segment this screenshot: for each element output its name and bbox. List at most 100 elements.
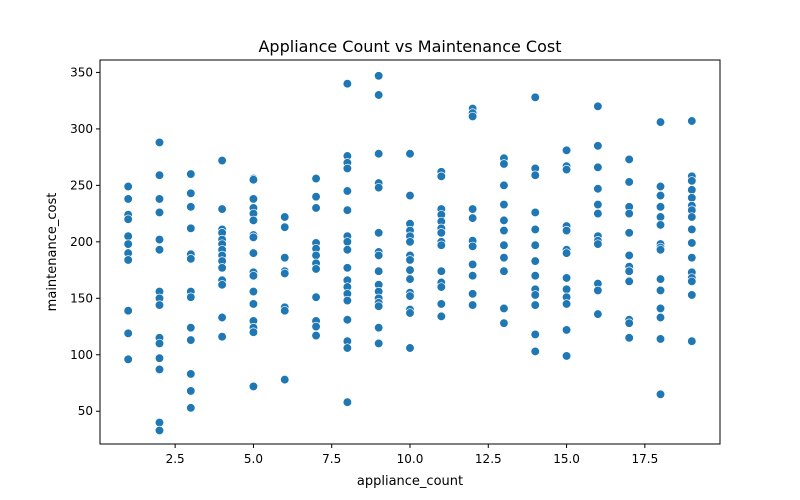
scatter-point-254 [687,290,697,300]
scatter-point-249 [687,238,697,248]
scatter-point-132 [405,265,415,275]
scatter-point-213 [624,154,634,165]
scatter-point-165 [499,159,509,169]
scatter-point-247 [687,212,697,222]
x-tick-label: 10.0 [397,452,424,466]
scatter-point-36 [186,369,196,379]
scatter-point-26 [186,169,196,179]
scatter-point-108 [374,71,384,81]
scatter-point-203 [593,162,603,172]
scatter-point-69 [248,381,259,392]
scatter-point-51 [217,312,227,323]
scatter-point-195 [561,273,572,283]
scatter-point-40 [217,204,227,214]
scatter-point-194 [561,248,572,258]
scatter-point-79 [311,192,321,202]
scatter-point-177 [530,170,540,180]
scatter-point-184 [530,290,540,300]
scatter-point-169 [499,225,509,236]
scatter-point-4 [123,231,133,241]
scatter-point-98 [342,245,353,255]
scatter-point-16 [154,245,165,255]
scatter-point-190 [561,164,572,175]
scatter-point-217 [624,228,634,238]
y-tick-label: 50 [78,404,93,418]
scatter-point-233 [655,245,666,255]
scatter-point-248 [687,224,697,235]
scatter-point-97 [342,237,353,247]
scatter-point-159 [467,241,478,252]
scatter-point-94 [342,186,353,196]
scatter-point-205 [593,199,603,210]
scatter-point-220 [624,266,634,276]
scatter-point-19 [154,300,165,310]
scatter-point-93 [342,163,353,174]
y-tick-label: 250 [70,178,93,192]
x-tick-label: 17.5 [631,452,658,466]
scatter-point-68 [248,327,259,337]
scatter-point-202 [593,141,603,151]
y-tick-label: 300 [70,122,93,136]
scatter-point-156 [467,204,478,214]
x-tick-label: 2.5 [166,452,185,466]
scatter-point-13 [154,194,165,204]
scatter-point-27 [186,188,196,198]
scatter-point-76 [280,306,290,316]
scatter-point-61 [248,248,259,258]
scatter-point-1 [123,194,133,204]
scatter-point-216 [624,208,634,219]
scatter-point-107 [342,397,353,407]
scatter-point-64 [248,286,259,297]
scatter-point-3 [123,214,133,224]
scatter-point-255 [687,336,697,346]
scatter-point-124 [405,149,415,159]
scatter-point-209 [593,239,603,249]
scatter-point-55 [248,194,259,204]
scatter-point-223 [624,318,634,328]
scatter-point-38 [186,403,196,413]
scatter-point-187 [530,346,540,357]
scatter-point-167 [499,199,509,210]
scatter-point-196 [561,284,572,294]
scatter-point-78 [311,173,321,184]
scatter-point-11 [154,137,165,148]
scatter-point-230 [655,220,666,230]
scatter-point-226 [655,181,666,192]
scatter-point-234 [655,274,666,284]
scatter-point-52 [217,332,227,342]
x-axis-label: appliance_count [357,474,463,489]
scatter-point-168 [499,215,509,226]
scatter-point-224 [624,333,634,343]
scatter-point-204 [593,184,603,194]
scatter-point-106 [342,343,353,353]
scatter-point-0 [123,181,133,192]
scatter-point-121 [374,301,384,311]
scatter-point-250 [687,252,697,263]
scatter-point-240 [687,116,697,126]
scatter-point-212 [593,309,603,319]
scatter-point-5 [123,239,133,249]
scatter-point-161 [467,271,478,281]
scatter-point-7 [123,255,133,265]
scatter-point-173 [499,303,509,314]
x-axis-ticks: 2.5 5.0 7.5 10.0 12.5 15.0 17.5 [166,444,658,466]
scatter-point-123 [374,338,384,349]
scatter-point-39 [217,155,227,166]
scatter-point-148 [436,266,446,276]
scatter-point-34 [186,323,196,333]
y-tick-label: 350 [70,65,93,79]
scatter-point-110 [374,149,384,159]
scatter-point-239 [655,389,666,399]
scatter-point-74 [280,268,290,279]
scatter-point-221 [624,276,634,287]
scatter-point-129 [405,237,415,247]
scatter-point-152 [436,311,446,322]
scatter-point-35 [186,335,196,345]
scatter-point-86 [311,292,321,302]
x-tick-label: 7.5 [322,452,341,466]
scatter-point-12 [154,170,165,180]
scatter-point-138 [405,343,415,353]
y-axis-label: maintenance_cost [45,193,60,312]
